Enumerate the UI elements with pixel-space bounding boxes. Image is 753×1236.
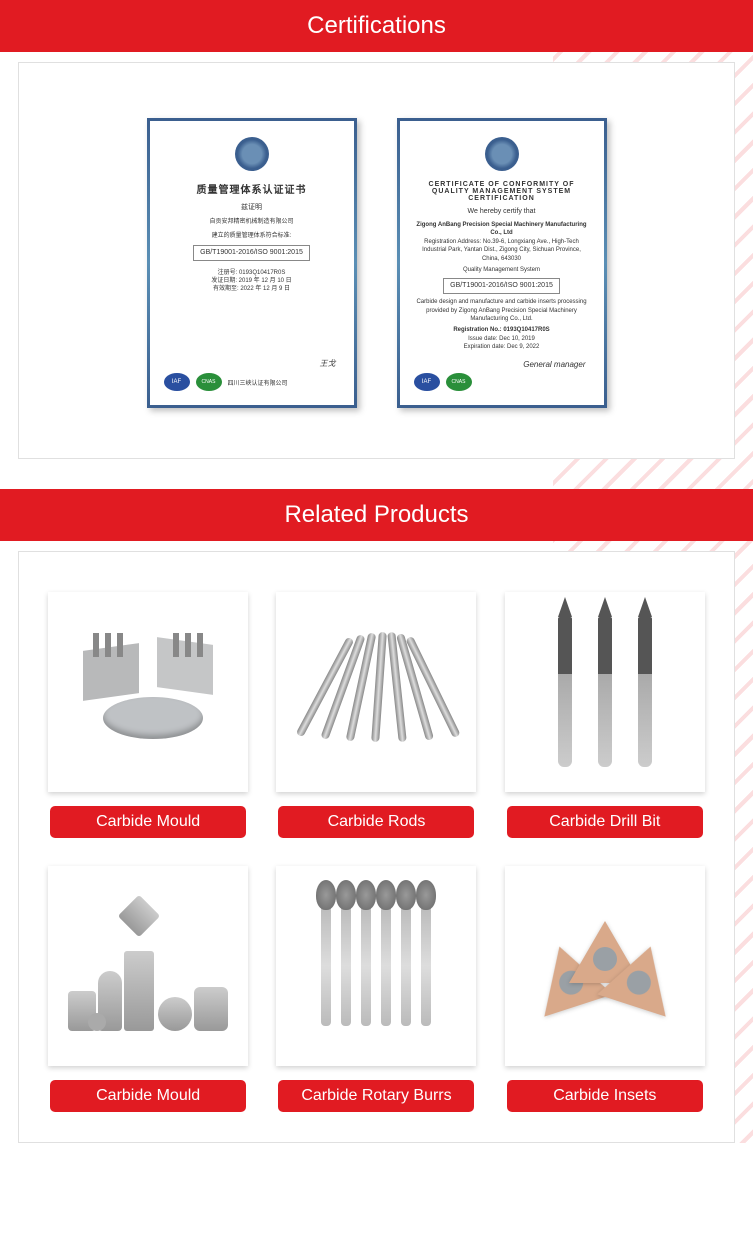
- iaf-logo-icon: IAF: [164, 373, 190, 391]
- cert-body: 自贡安邦精密机械制造有限公司 建立的质量管理体系符合标准: GB/T19001-…: [189, 214, 314, 358]
- product-image-mould: [48, 592, 248, 792]
- product-label[interactable]: Carbide Mould: [50, 1080, 246, 1112]
- cert-signature: 王戈: [320, 358, 336, 369]
- cert-standard: GB/T19001-2016/ISO 9001:2015: [443, 278, 560, 294]
- cert-text: 建立的质量管理体系符合标准:: [193, 232, 310, 240]
- cert-seal-icon: [485, 137, 519, 171]
- cert-reg: 注册号: 0193Q10417R0S: [193, 269, 310, 277]
- product-card[interactable]: Carbide Rotary Burrs: [275, 866, 477, 1112]
- product-card[interactable]: Carbide Insets: [504, 866, 706, 1112]
- rods-icon: [301, 632, 451, 752]
- cert-issue: Issue date: Dec 10, 2019: [414, 335, 590, 343]
- certificate-en: CERTIFICATE OF CONFORMITY OF QUALITY MAN…: [397, 118, 607, 408]
- cert-address: Registration Address: No.39-6, Longxiang…: [414, 238, 590, 263]
- cert-title: 质量管理体系认证证书: [197, 181, 307, 196]
- product-label[interactable]: Carbide Drill Bit: [507, 806, 703, 838]
- cnas-logo-icon: CNAS: [196, 373, 222, 391]
- product-image-rods: [276, 592, 476, 792]
- cert-seal-icon: [235, 137, 269, 171]
- certifications-header: Certifications: [0, 0, 753, 52]
- cert-company: 自贡安邦精密机械制造有限公司: [193, 218, 310, 226]
- cert-standard: GB/T19001-2016/ISO 9001:2015: [193, 245, 310, 261]
- product-label[interactable]: Carbide Insets: [507, 1080, 703, 1112]
- product-card[interactable]: Carbide Mould: [47, 866, 249, 1112]
- drills-icon: [558, 617, 652, 767]
- cert-company: Zigong AnBang Precision Special Machiner…: [414, 221, 590, 238]
- certifications-row: 质量管理体系认证证书 兹证明 自贡安邦精密机械制造有限公司 建立的质量管理体系符…: [19, 63, 734, 458]
- cert-signature: General manager: [523, 360, 585, 369]
- cert-reg: Registration No.: 0193Q10417R0S: [414, 326, 590, 334]
- product-label[interactable]: Carbide Rods: [278, 806, 474, 838]
- certifications-title: Certifications: [307, 12, 446, 39]
- product-image-parts: [48, 866, 248, 1066]
- product-card[interactable]: Carbide Drill Bit: [504, 592, 706, 838]
- product-image-inserts: [505, 866, 705, 1066]
- related-products-title: Related Products: [284, 501, 468, 528]
- cert-system: Quality Management System: [414, 266, 590, 274]
- cnas-logo-icon: CNAS: [446, 373, 472, 391]
- cert-expiry: Expiration date: Dec 9, 2022: [414, 343, 590, 351]
- cert-issuer: 四川三峡认证有限公司: [228, 378, 288, 387]
- related-products-header: Related Products: [0, 489, 753, 541]
- parts-icon: [68, 901, 228, 1031]
- product-label[interactable]: Carbide Rotary Burrs: [278, 1080, 474, 1112]
- related-products-panel: Carbide Mould Carbide Rods: [18, 551, 735, 1143]
- burrs-icon: [321, 906, 431, 1026]
- product-label[interactable]: Carbide Mould: [50, 806, 246, 838]
- cert-body: Zigong AnBang Precision Special Machiner…: [410, 217, 594, 360]
- mould-icon: [83, 637, 213, 747]
- certifications-panel: 质量管理体系认证证书 兹证明 自贡安邦精密机械制造有限公司 建立的质量管理体系符…: [18, 62, 735, 459]
- cert-title: CERTIFICATE OF CONFORMITY OF QUALITY MAN…: [410, 181, 594, 202]
- cert-expiry: 有效期至: 2022 年 12 月 9 日: [193, 285, 310, 293]
- cert-subtitle: We hereby certify that: [468, 208, 536, 215]
- cert-logos: IAF CNAS 四川三峡认证有限公司: [160, 369, 344, 395]
- product-image-burrs: [276, 866, 476, 1066]
- iaf-logo-icon: IAF: [414, 373, 440, 391]
- product-card[interactable]: Carbide Mould: [47, 592, 249, 838]
- inserts-icon: [525, 911, 685, 1021]
- product-card[interactable]: Carbide Rods: [275, 592, 477, 838]
- cert-issue: 发证日期: 2019 年 12 月 10 日: [193, 277, 310, 285]
- cert-logos: IAF CNAS: [410, 369, 594, 395]
- cert-subtitle: 兹证明: [241, 202, 262, 212]
- certificate-zh: 质量管理体系认证证书 兹证明 自贡安邦精密机械制造有限公司 建立的质量管理体系符…: [147, 118, 357, 408]
- cert-scope: Carbide design and manufacture and carbi…: [414, 298, 590, 323]
- product-image-drill: [505, 592, 705, 792]
- products-grid: Carbide Mould Carbide Rods: [19, 552, 734, 1142]
